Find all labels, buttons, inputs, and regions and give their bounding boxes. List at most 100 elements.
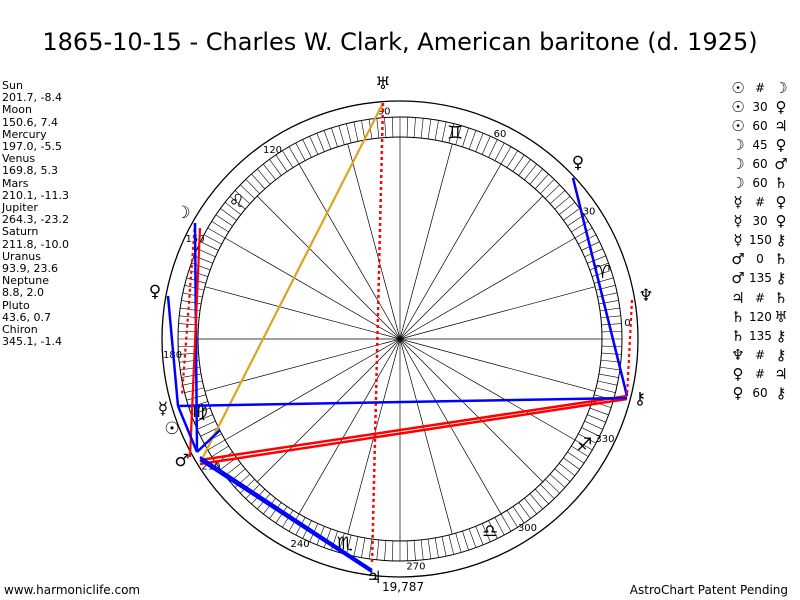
planet-name: Saturn [2, 225, 39, 239]
aspect-planet-a: ♃ [731, 288, 745, 307]
planet-name: Jupiter [2, 201, 38, 215]
aspect-type: 150 [749, 233, 772, 248]
aspect-row: ♃ # ♄ [727, 288, 791, 307]
degree-tick [578, 433, 597, 444]
degree-tick [558, 463, 576, 476]
aspect-line [199, 397, 628, 466]
degree-tick [524, 497, 537, 515]
degree-tick [376, 539, 380, 560]
aspect-row: ♀ 60 ⚷ [727, 384, 791, 403]
degree-tick [592, 401, 612, 408]
aspect-planet-b: ♀ [775, 135, 787, 154]
degree-tick [488, 520, 498, 539]
planet-position: 264.3, -23.2 [2, 213, 69, 227]
house-spoke [204, 286, 401, 340]
degree-tick [554, 196, 571, 210]
degree-tick [540, 179, 555, 194]
degree-tick [420, 539, 424, 560]
venus-glyph: ♀ [572, 153, 584, 173]
moon-glyph: ☽ [175, 203, 190, 223]
house-spoke [399, 338, 596, 392]
aspect-line [625, 299, 634, 397]
degree-tick [338, 125, 345, 145]
aspect-row: ♂ 0 ♄ [727, 250, 791, 269]
degree-tick [282, 150, 294, 168]
degree-label: 330 [595, 434, 614, 445]
aspect-planet-a: ♂ [731, 250, 745, 269]
patent-notice: AstroChart Patent Pending [629, 583, 788, 597]
degree-tick [288, 146, 300, 165]
degree-tick [240, 479, 255, 494]
degree-tick [353, 536, 359, 557]
degree-tick [601, 352, 622, 355]
degree-tick [599, 366, 620, 371]
degree-tick [549, 190, 566, 205]
uranus-glyph: ♅ [375, 74, 390, 94]
aspect-line [196, 429, 221, 453]
degree-tick [494, 517, 505, 536]
aspect-planet-b: ♄ [774, 174, 788, 193]
degree-tick [211, 445, 229, 457]
aspect-type: 135 [749, 271, 772, 286]
degree-tick [207, 439, 226, 451]
degree-tick [475, 133, 484, 152]
planet-position: 345.1, -1.4 [2, 335, 62, 349]
website-link[interactable]: www.harmoniclife.com [4, 583, 141, 597]
aspect-line [166, 295, 180, 407]
degree-tick [598, 373, 619, 378]
degree-label: 0 [624, 318, 630, 329]
degree-tick [346, 534, 352, 555]
degree-tick [184, 285, 205, 291]
pluto-glyph: ♀ [149, 282, 161, 302]
aspect-planet-a: ☿ [733, 212, 743, 231]
aspect-planet-b: ♂ [774, 154, 788, 173]
aspect-planet-a: ♄ [731, 307, 745, 326]
jupiter-glyph: ♃ [366, 568, 381, 588]
degree-tick [597, 292, 618, 298]
house-spoke [399, 195, 544, 340]
planet-position: 93.9, 23.6 [2, 262, 58, 276]
degree-tick [220, 208, 237, 221]
degree-tick [584, 420, 603, 430]
degree-tick [500, 146, 512, 165]
aspect-planet-b: ♅ [774, 307, 788, 326]
aspect-line [571, 177, 629, 397]
degree-tick [427, 538, 432, 559]
degree-tick [275, 506, 288, 524]
aspect-row: ♂ 135 ⚷ [727, 269, 791, 288]
degree-tick [309, 136, 319, 155]
degree-tick [323, 528, 332, 548]
degree-tick [529, 493, 543, 510]
aspect-planet-a: ☉ [731, 97, 745, 116]
aspect-type: 60 [752, 118, 768, 133]
degree-tick [316, 133, 325, 152]
degree-tick [207, 227, 226, 239]
planet-name: Chiron [2, 323, 38, 337]
aspect-type: 60 [752, 156, 768, 171]
aspect-planet-a: ♂ [731, 269, 745, 288]
degree-tick [540, 484, 555, 499]
aspect-line [199, 394, 628, 462]
degree-tick [594, 277, 614, 284]
aspect-type: 135 [749, 328, 772, 343]
degree-tick [361, 537, 366, 558]
aspect-planet-b: ♄ [774, 288, 788, 307]
planet-name: Venus [2, 152, 36, 166]
degree-tick [518, 502, 531, 519]
mercury-glyph: ☿ [158, 399, 168, 419]
aspect-row: ♄ 135 ⚷ [727, 326, 791, 345]
degree-tick [524, 163, 537, 181]
aspect-row: ☿ 30 ♀ [727, 212, 791, 231]
aspect-line [202, 102, 384, 458]
house-spoke [256, 338, 401, 483]
degree-tick [200, 427, 219, 437]
degree-tick [468, 528, 477, 548]
degree-tick [601, 345, 622, 348]
aspect-planet-b: ⚷ [775, 384, 787, 403]
degree-tick [545, 184, 560, 199]
degree-tick [200, 241, 219, 251]
degree-tick [534, 173, 549, 190]
degree-tick [346, 123, 352, 144]
planet-name: Uranus [2, 249, 41, 263]
degree-tick [567, 214, 585, 227]
